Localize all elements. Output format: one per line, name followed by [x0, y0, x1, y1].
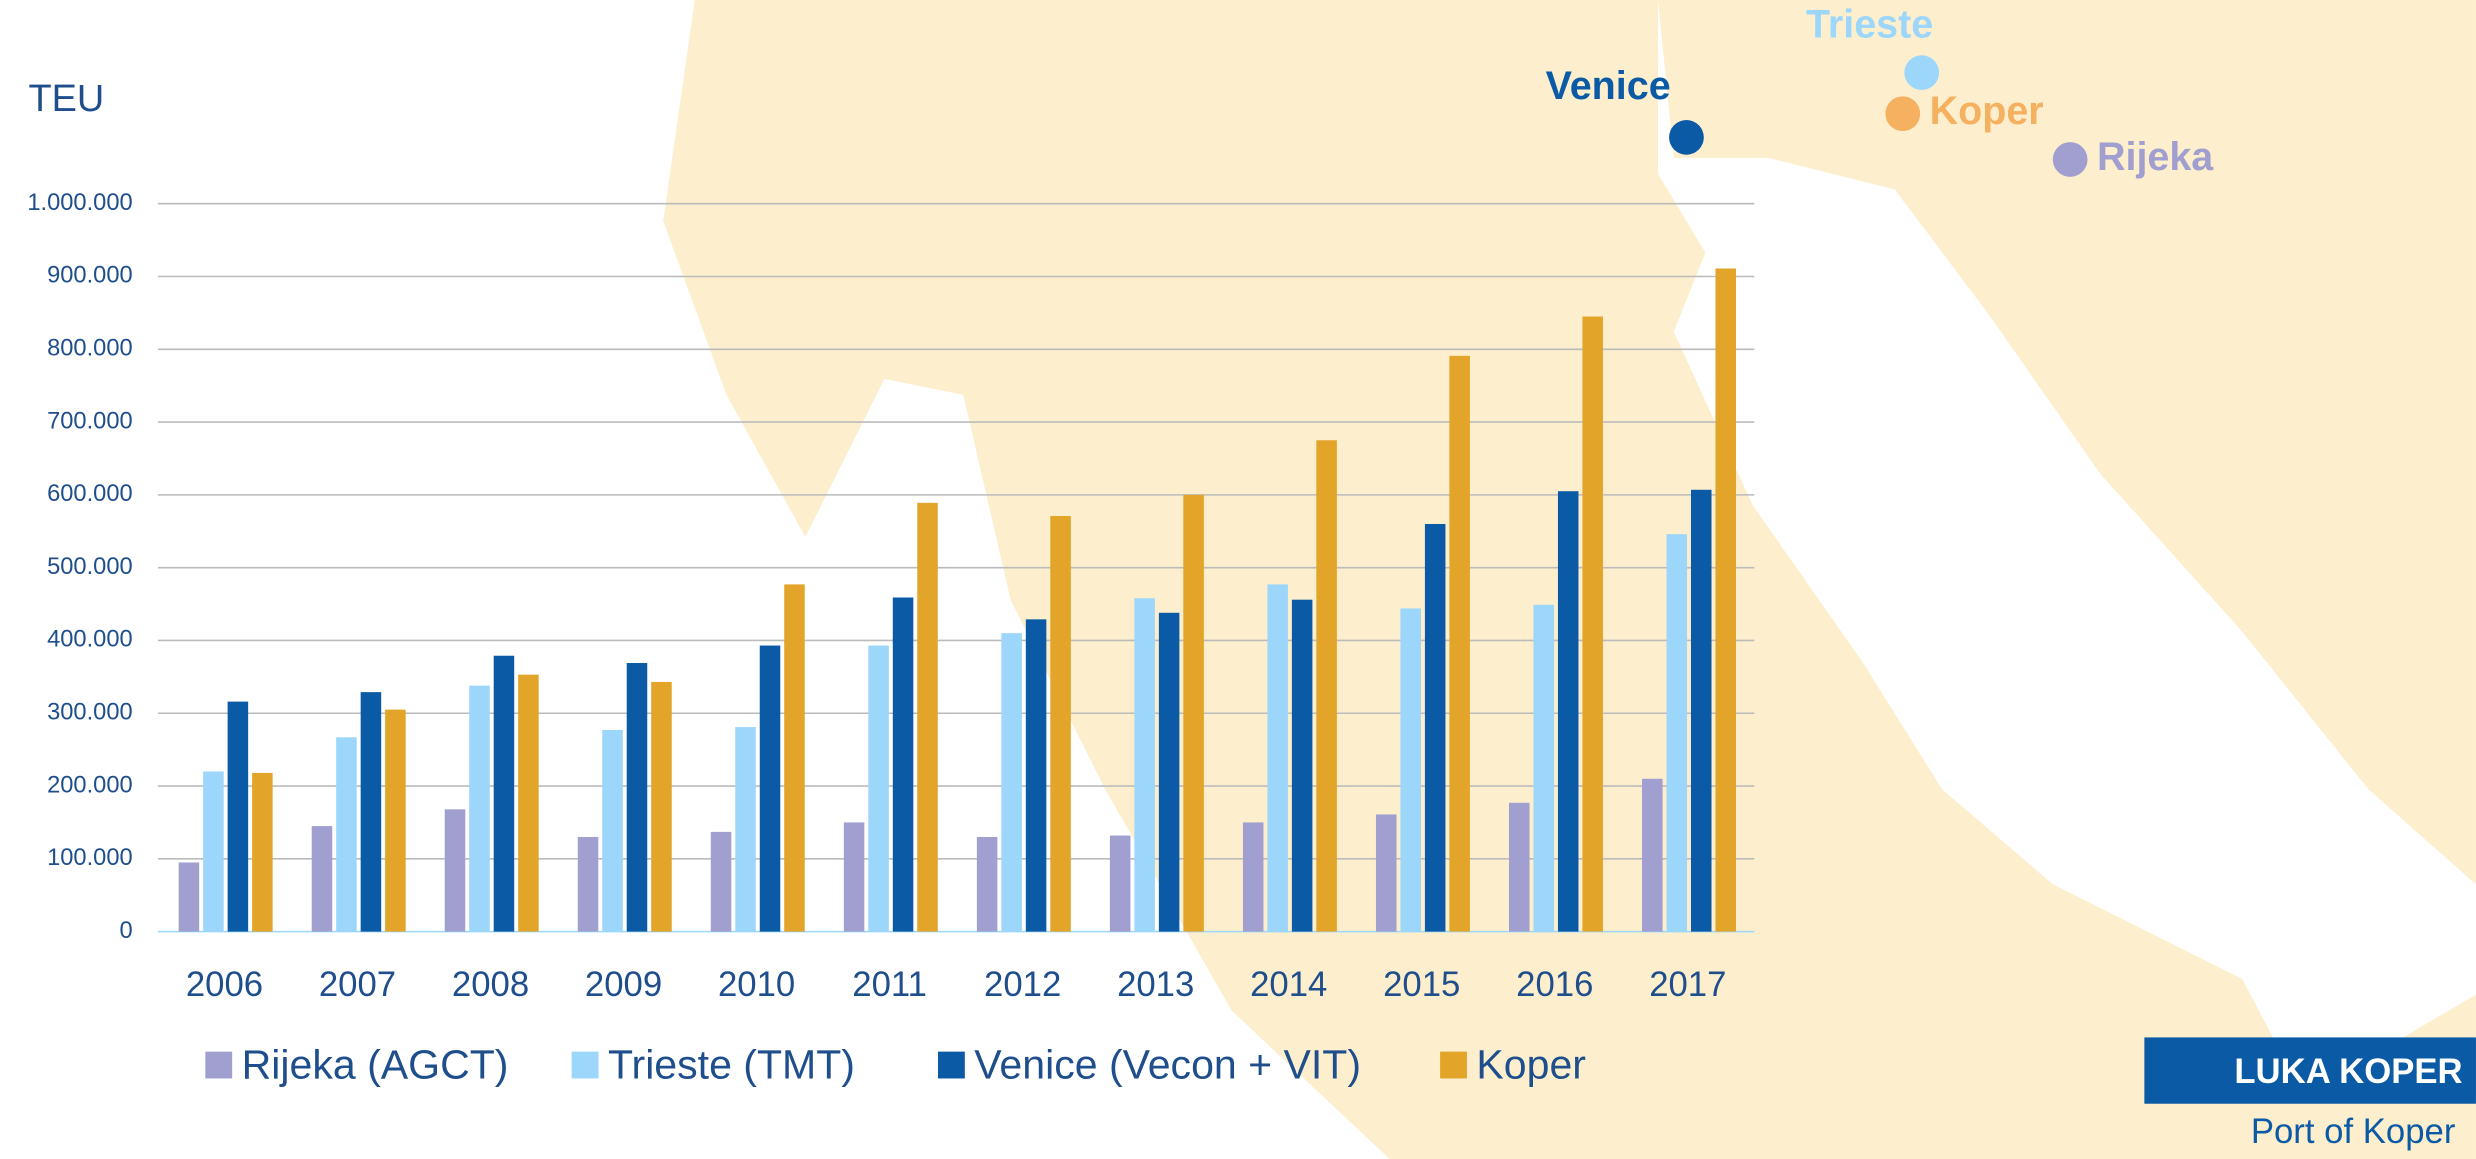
- bar: [1025, 619, 1047, 932]
- bar: [577, 836, 599, 932]
- bar: [518, 674, 539, 932]
- bar: [1715, 268, 1736, 932]
- bar: [336, 737, 357, 932]
- map-dot: [1904, 55, 1940, 91]
- bar: [1242, 822, 1264, 932]
- legend-swatch: [571, 1051, 599, 1079]
- bar: [843, 822, 865, 932]
- y-tick-label: 1.000.000: [27, 190, 132, 216]
- y-tick-label: 600.000: [47, 481, 133, 507]
- x-tick-label: 2016: [1516, 966, 1593, 1004]
- bar: [1183, 494, 1204, 932]
- bar: [203, 771, 224, 932]
- legend-label: Trieste (TMT): [608, 1041, 855, 1087]
- x-tick-label: 2010: [718, 966, 795, 1004]
- bar: [1001, 633, 1022, 932]
- bar: [385, 709, 406, 932]
- bar: [1508, 802, 1530, 932]
- legend-swatch: [205, 1051, 233, 1079]
- y-tick-label: 0: [120, 918, 133, 944]
- x-tick-label: 2006: [186, 966, 263, 1004]
- bar: [1158, 612, 1180, 932]
- bar: [759, 645, 781, 932]
- bar: [868, 645, 889, 932]
- x-tick-label: 2015: [1383, 966, 1460, 1004]
- legend-label: Venice (Vecon + VIT): [974, 1041, 1361, 1087]
- legend-label: Koper: [1476, 1041, 1586, 1087]
- bar: [1316, 440, 1337, 932]
- bar: [178, 862, 200, 932]
- bar: [1449, 355, 1470, 932]
- bar: [1557, 491, 1579, 932]
- y-tick-label: 400.000: [47, 627, 133, 653]
- bar: [1690, 489, 1712, 932]
- y-tick-label: 100.000: [47, 845, 133, 871]
- bar: [710, 831, 732, 932]
- map-land: [1658, 0, 2476, 885]
- legend-label: Rijeka (AGCT): [242, 1041, 509, 1087]
- bar: [1533, 604, 1555, 932]
- bar: [735, 727, 756, 932]
- map-dot: [2052, 142, 2088, 177]
- map-label: Rijeka: [2097, 135, 2214, 179]
- bar: [1109, 835, 1131, 932]
- bar: [784, 584, 805, 932]
- map-dot: [1669, 120, 1704, 155]
- map-land: [663, 0, 2337, 1159]
- bar: [493, 655, 515, 932]
- legend-swatch: [937, 1051, 965, 1079]
- bar: [976, 836, 998, 932]
- bar: [1134, 598, 1155, 932]
- x-tick-label: 2012: [984, 966, 1061, 1004]
- x-tick-label: 2009: [585, 966, 662, 1004]
- x-tick-label: 2013: [1117, 966, 1194, 1004]
- bar: [1642, 778, 1663, 932]
- bar: [917, 502, 938, 932]
- y-tick-label: 200.000: [47, 772, 133, 798]
- bar: [651, 681, 672, 932]
- bar: [602, 729, 623, 932]
- x-tick-label: 2017: [1649, 966, 1726, 1004]
- x-tick-label: 2008: [452, 966, 529, 1004]
- bar: [1291, 599, 1313, 932]
- bar: [1400, 608, 1421, 932]
- y-axis-label: TEU: [28, 78, 104, 120]
- x-tick-label: 2014: [1250, 966, 1327, 1004]
- bar: [360, 692, 382, 932]
- bar: [1424, 523, 1446, 932]
- y-tick-label: 700.000: [47, 408, 133, 434]
- logo: LUKA KOPER Port of Koper: [2144, 1037, 2476, 1151]
- bar: [626, 663, 648, 932]
- bar: [1666, 534, 1688, 932]
- x-tick-label: 2007: [319, 966, 396, 1004]
- y-tick-label: 300.000: [47, 699, 133, 725]
- map-dot: [1885, 96, 1921, 132]
- bar: [1050, 515, 1071, 932]
- y-tick-label: 900.000: [47, 263, 133, 289]
- y-tick-label: 500.000: [47, 554, 133, 580]
- logo-subtitle: Port of Koper: [2251, 1113, 2456, 1151]
- bar: [1267, 584, 1288, 932]
- bar: [227, 701, 249, 932]
- bar: [1582, 316, 1603, 932]
- bar: [1375, 814, 1397, 932]
- x-tick-label: 2011: [852, 966, 927, 1004]
- y-tick-label: 800.000: [47, 336, 133, 362]
- bar: [311, 826, 333, 932]
- bar: [469, 685, 490, 932]
- map-label: Koper: [1930, 89, 2044, 133]
- logo-brand: LUKA KOPER: [2234, 1053, 2462, 1091]
- legend-swatch: [1440, 1051, 1467, 1079]
- bar: [892, 597, 914, 932]
- map-label: Trieste: [1806, 2, 1933, 46]
- bar: [444, 809, 466, 932]
- logo-box: [2144, 1037, 2476, 1104]
- map-label: Venice: [1546, 64, 1671, 108]
- bar: [252, 772, 273, 932]
